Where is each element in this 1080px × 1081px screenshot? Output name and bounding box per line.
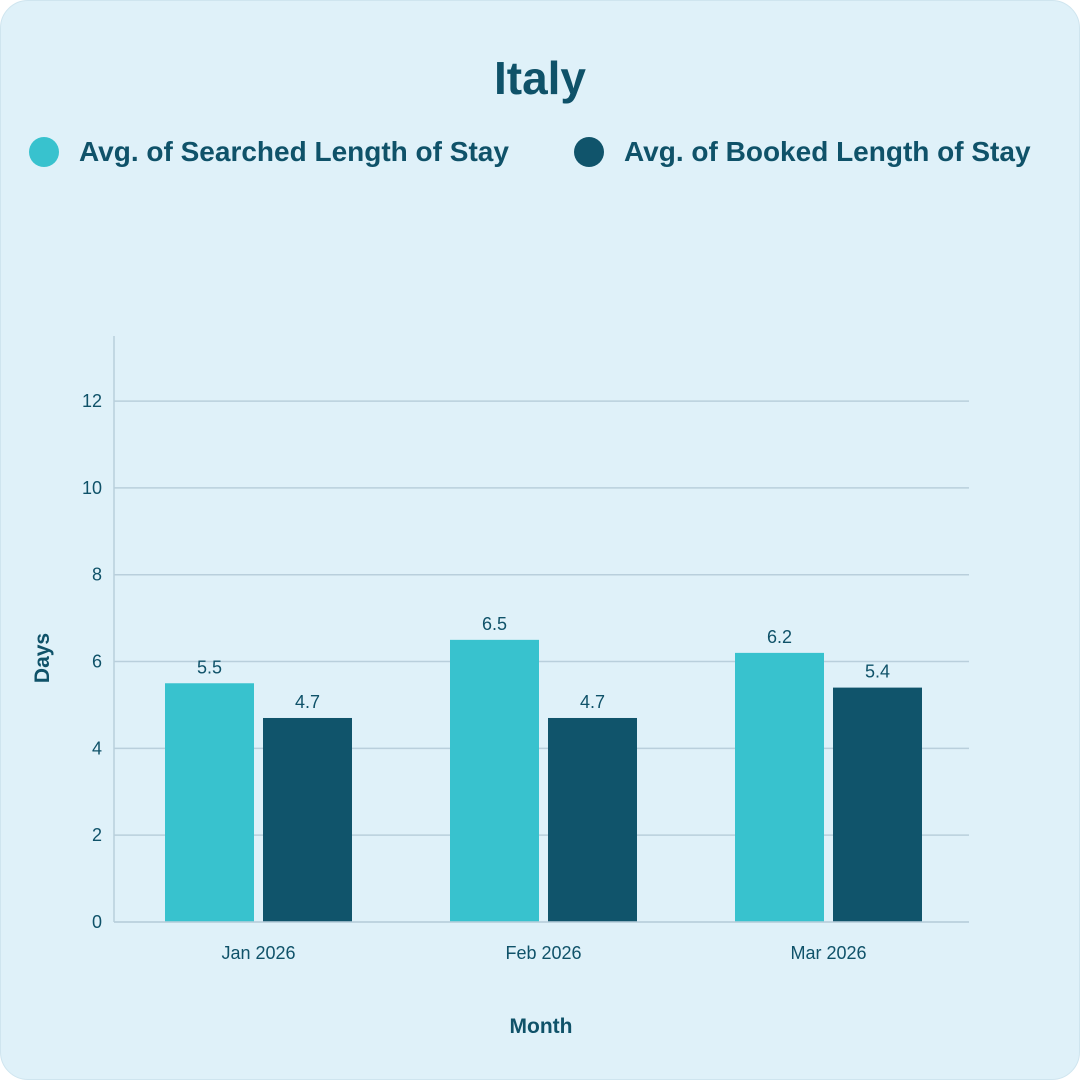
x-tick-label: Mar 2026 (790, 943, 866, 963)
y-tick-label: 10 (82, 478, 102, 498)
data-labels: 5.5 4.7 6.5 4.7 6.2 5.4 (197, 614, 890, 712)
y-axis-title: Days (31, 633, 54, 683)
x-axis-title: Month (510, 1015, 573, 1038)
y-tick-label: 12 (82, 391, 102, 411)
bars (165, 639, 922, 922)
chart-title: Italy (493, 52, 587, 104)
bar-searched-feb-2026 (450, 639, 539, 922)
legend-swatch-booked (574, 137, 604, 167)
x-tick-label: Feb 2026 (505, 943, 581, 963)
legend-label-searched: Avg. of Searched Length of Stay (79, 136, 509, 167)
data-label: 6.5 (482, 614, 507, 634)
legend-label-booked: Avg. of Booked Length of Stay (624, 136, 1031, 167)
data-label: 5.5 (197, 657, 222, 677)
bar-booked-jan-2026 (263, 717, 352, 922)
bar-searched-mar-2026 (735, 652, 824, 922)
legend-item-booked: Avg. of Booked Length of Stay (574, 132, 1031, 172)
y-tick-label: 2 (92, 825, 102, 845)
bar-booked-feb-2026 (548, 717, 637, 922)
x-tick-label: Jan 2026 (221, 943, 295, 963)
y-tick-label: 0 (92, 912, 102, 932)
data-label: 6.2 (767, 627, 792, 647)
data-label: 5.4 (865, 662, 890, 682)
y-tick-label: 4 (92, 738, 102, 758)
y-tick-label: 6 (92, 652, 102, 672)
bar-booked-mar-2026 (833, 687, 922, 922)
data-label: 4.7 (295, 692, 320, 712)
axes: 0 2 4 6 8 10 12 Jan 2026 Feb 2026 Mar 2026 (82, 336, 969, 963)
data-label: 4.7 (580, 692, 605, 712)
legend-item-searched: Avg. of Searched Length of Stay (29, 132, 509, 172)
y-tick-label: 8 (92, 565, 102, 585)
bar-searched-jan-2026 (165, 683, 254, 922)
legend-swatch-searched (29, 137, 59, 167)
